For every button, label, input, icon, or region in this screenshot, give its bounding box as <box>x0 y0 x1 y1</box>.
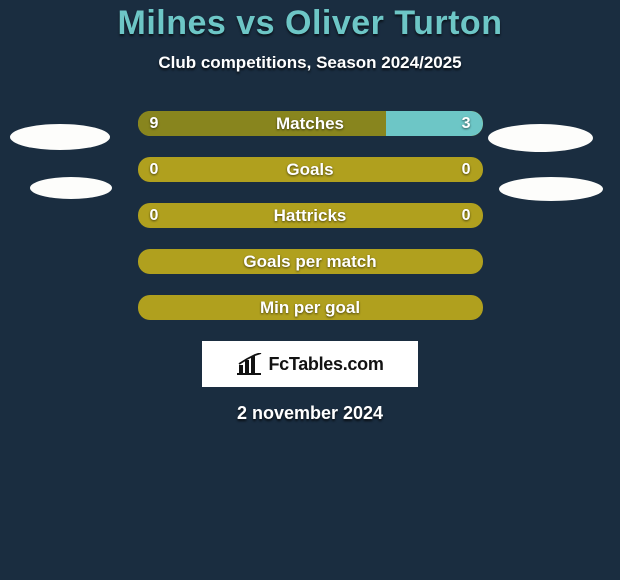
page-title: Milnes vs Oliver Turton <box>0 4 620 43</box>
player-badge-left <box>10 124 110 150</box>
page-subtitle: Club competitions, Season 2024/2025 <box>0 53 620 73</box>
stat-label: Matches <box>138 111 483 136</box>
logo-text: FcTables.com <box>268 354 383 375</box>
stat-row: 00Goals <box>138 157 483 182</box>
stat-label: Hattricks <box>138 203 483 228</box>
logo-box: FcTables.com <box>202 341 418 387</box>
bar-chart-icon <box>236 353 262 375</box>
stat-row: 93Matches <box>138 111 483 136</box>
date-text: 2 november 2024 <box>0 403 620 424</box>
comparison-infographic: Milnes vs Oliver Turton Club competition… <box>0 0 620 424</box>
stat-row: Min per goal <box>138 295 483 320</box>
stat-label: Goals per match <box>138 249 483 274</box>
stat-row: 00Hattricks <box>138 203 483 228</box>
player-badge-left <box>30 177 112 199</box>
stat-label: Min per goal <box>138 295 483 320</box>
stat-label: Goals <box>138 157 483 182</box>
stat-row: Goals per match <box>138 249 483 274</box>
player-badge-right <box>488 124 593 152</box>
player-badge-right <box>499 177 603 201</box>
